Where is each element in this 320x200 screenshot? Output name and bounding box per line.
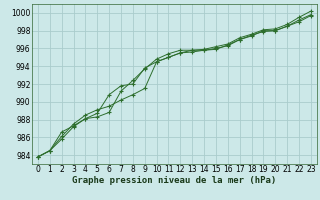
X-axis label: Graphe pression niveau de la mer (hPa): Graphe pression niveau de la mer (hPa) [72, 176, 276, 185]
